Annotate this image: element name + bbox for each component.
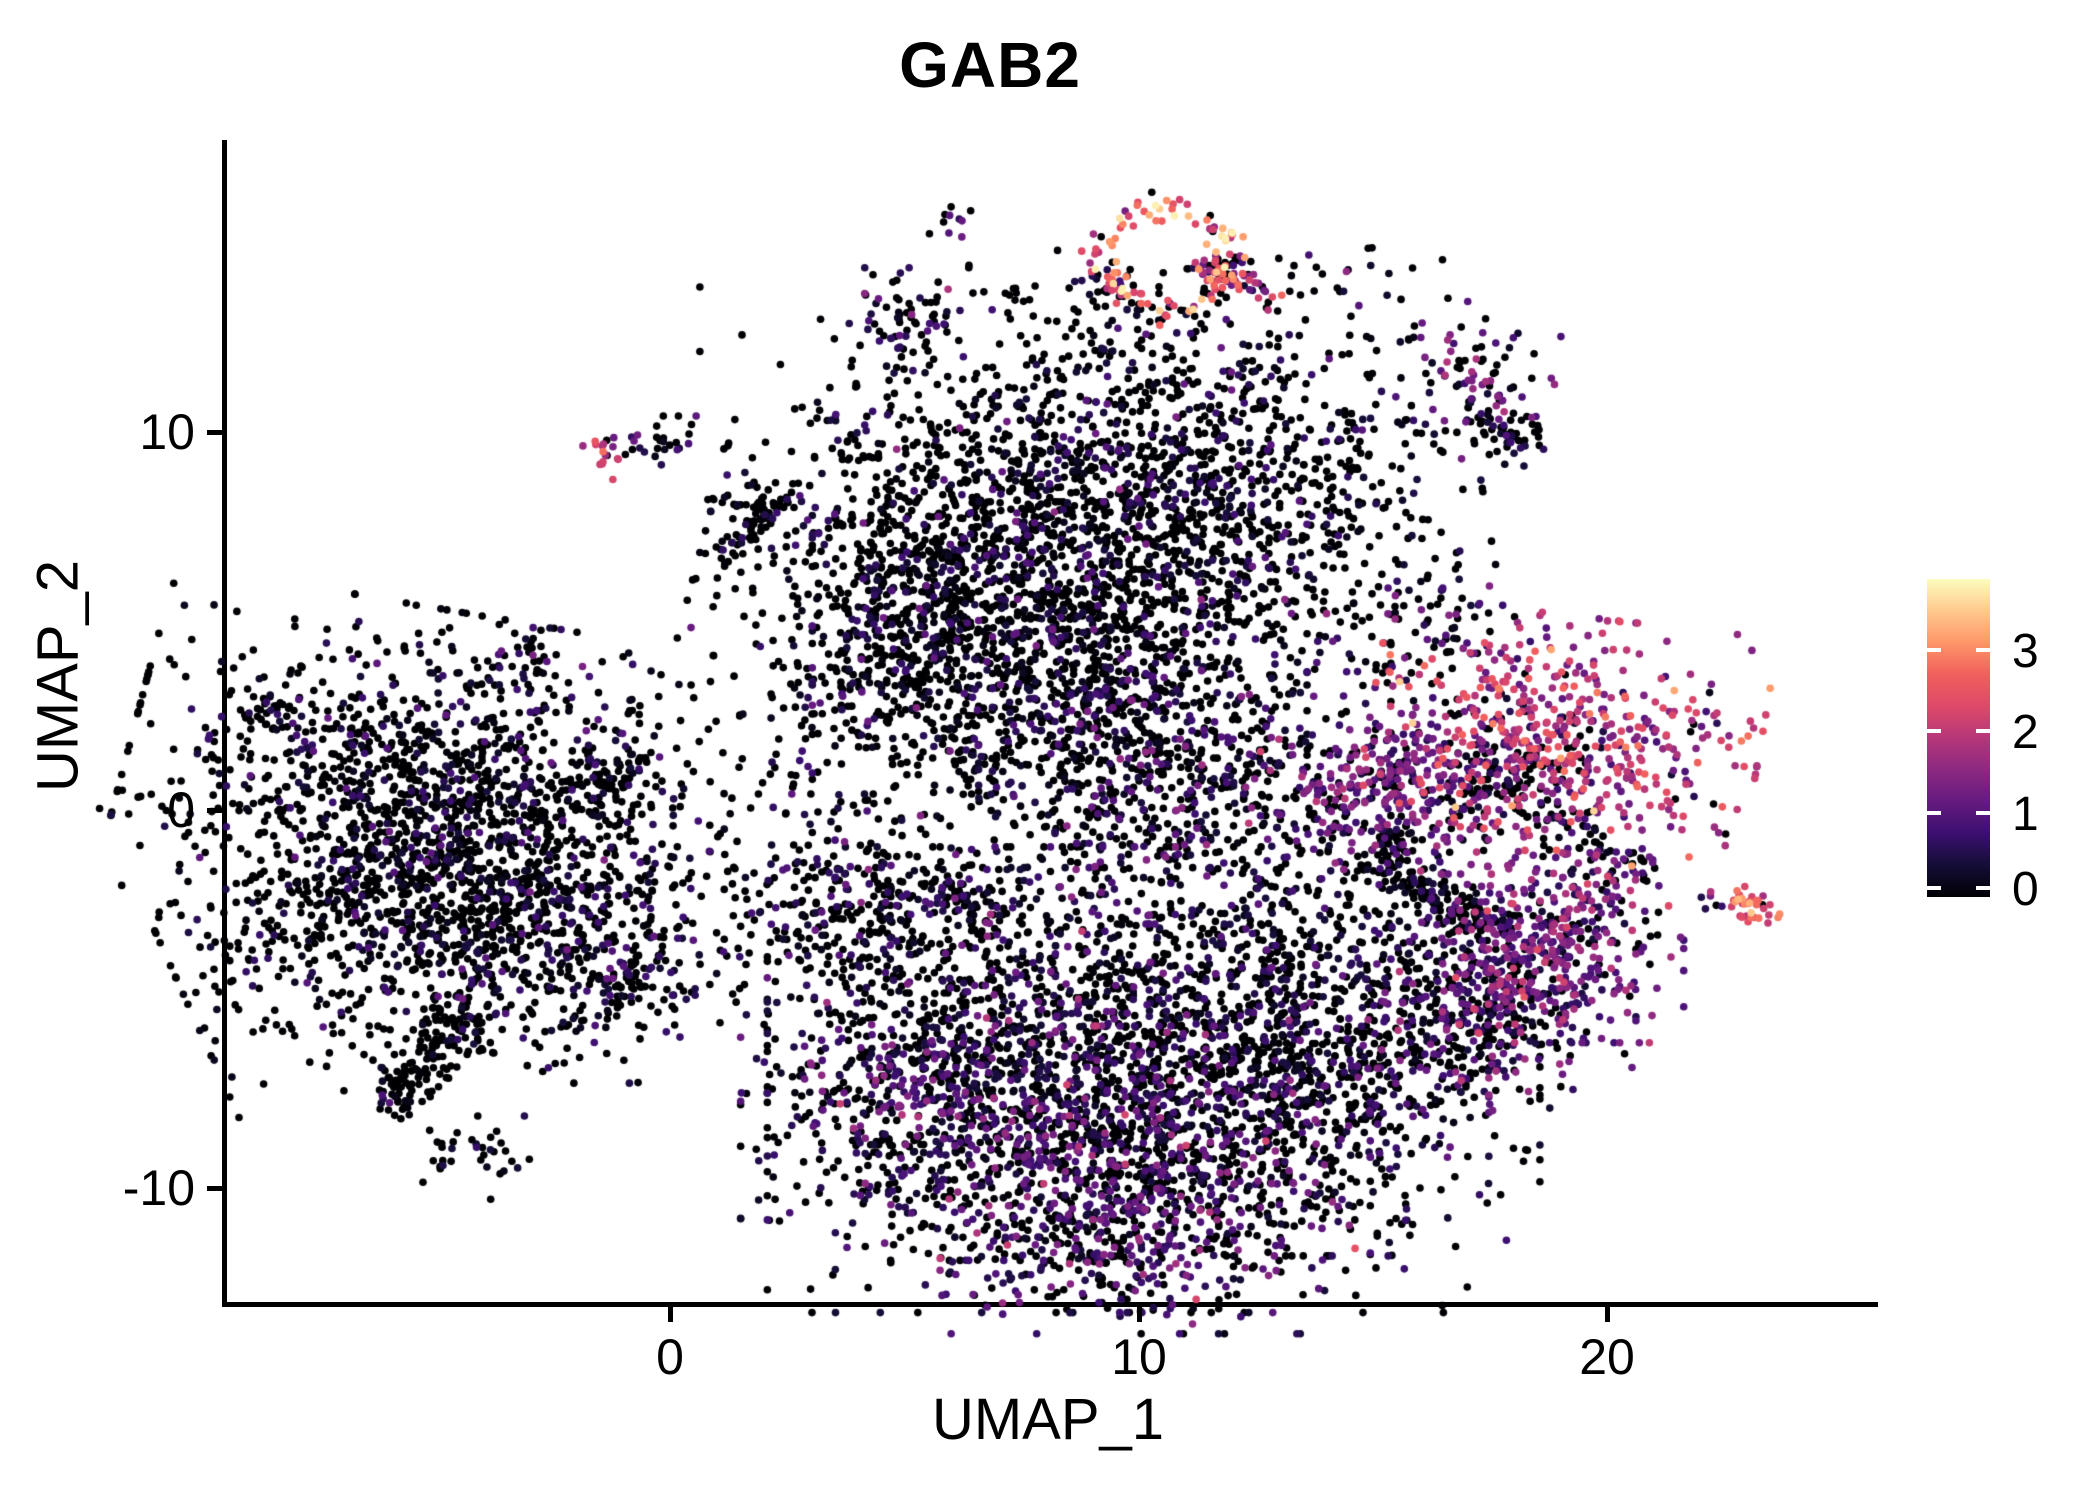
colorbar-tick (1976, 648, 1990, 652)
x-tick-label: 0 (656, 1329, 684, 1385)
x-tick-label: 20 (1579, 1329, 1635, 1385)
x-tick-mark (1605, 1307, 1610, 1322)
x-axis-title: UMAP_1 (931, 1387, 1165, 1452)
y-axis-title: UMAP_2 (25, 559, 91, 793)
y-tick-mark (207, 430, 222, 435)
colorbar-label: 2 (2012, 706, 2039, 759)
colorbar-tick (1976, 886, 1990, 890)
x-tick-label: 10 (1111, 1329, 1167, 1385)
colorbar-label: 0 (2012, 863, 2039, 916)
colorbar-label: 3 (2012, 625, 2039, 678)
y-tick-mark (207, 808, 222, 813)
x-tick-mark (1137, 1307, 1142, 1322)
y-tick-label: 10 (139, 404, 195, 460)
y-tick-label: 0 (167, 782, 195, 838)
colorbar-gradient (1927, 579, 1990, 897)
colorbar-tick (1927, 811, 1941, 815)
x-tick-mark (668, 1307, 673, 1322)
y-tick-mark (207, 1186, 222, 1191)
colorbar-tick (1927, 886, 1941, 890)
y-tick-label: -10 (122, 1160, 195, 1216)
colorbar-label: 1 (2012, 788, 2039, 841)
colorbar-tick (1976, 811, 1990, 815)
colorbar-tick (1927, 729, 1941, 733)
colorbar-tick (1927, 648, 1941, 652)
colorbar-tick (1976, 729, 1990, 733)
